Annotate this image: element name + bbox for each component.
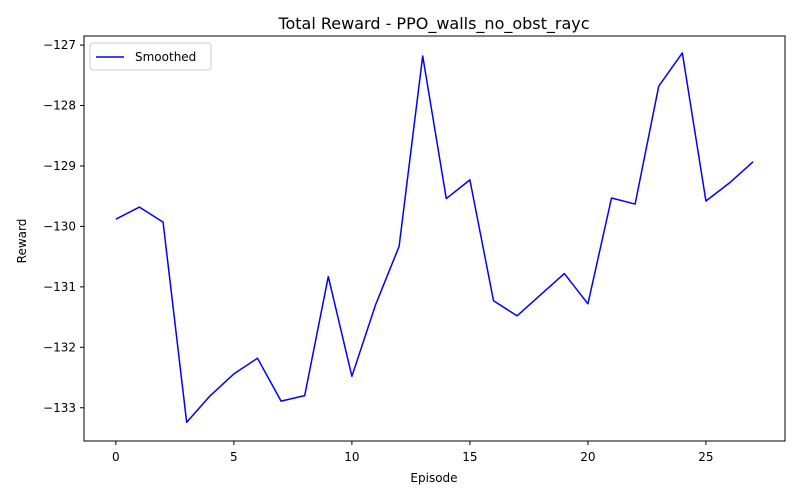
plot-area xyxy=(83,35,786,442)
x-tick-label: 25 xyxy=(698,450,713,464)
x-tick-label: 15 xyxy=(462,450,477,464)
chart-title: Total Reward - PPO_walls_no_obst_rayc xyxy=(277,14,589,34)
y-tick-label: −133 xyxy=(43,401,76,415)
series-line-smoothed xyxy=(115,52,754,424)
y-axis-label: Reward xyxy=(15,219,29,264)
legend: Smoothed xyxy=(89,42,212,71)
x-tick-label: 0 xyxy=(112,450,120,464)
y-tick-label: −131 xyxy=(43,280,76,294)
y-tick-label: −130 xyxy=(43,219,76,233)
y-tick-label: −128 xyxy=(43,99,76,113)
x-axis-label: Episode xyxy=(410,471,457,485)
x-tick-label: 5 xyxy=(230,450,238,464)
y-tick-label: −129 xyxy=(43,159,76,173)
y-tick-label: −132 xyxy=(43,340,76,354)
x-tick-label: 20 xyxy=(580,450,595,464)
x-tick-label: 10 xyxy=(344,450,359,464)
y-axis: −133 −132 −131 −130 −129 −128 −127 xyxy=(43,38,84,415)
legend-label: Smoothed xyxy=(135,50,196,64)
legend-box xyxy=(89,42,212,71)
series-layer xyxy=(115,52,754,424)
y-tick-label: −127 xyxy=(43,38,76,52)
x-axis: 0 5 10 15 20 25 xyxy=(112,441,714,464)
plot-frame xyxy=(83,35,786,442)
